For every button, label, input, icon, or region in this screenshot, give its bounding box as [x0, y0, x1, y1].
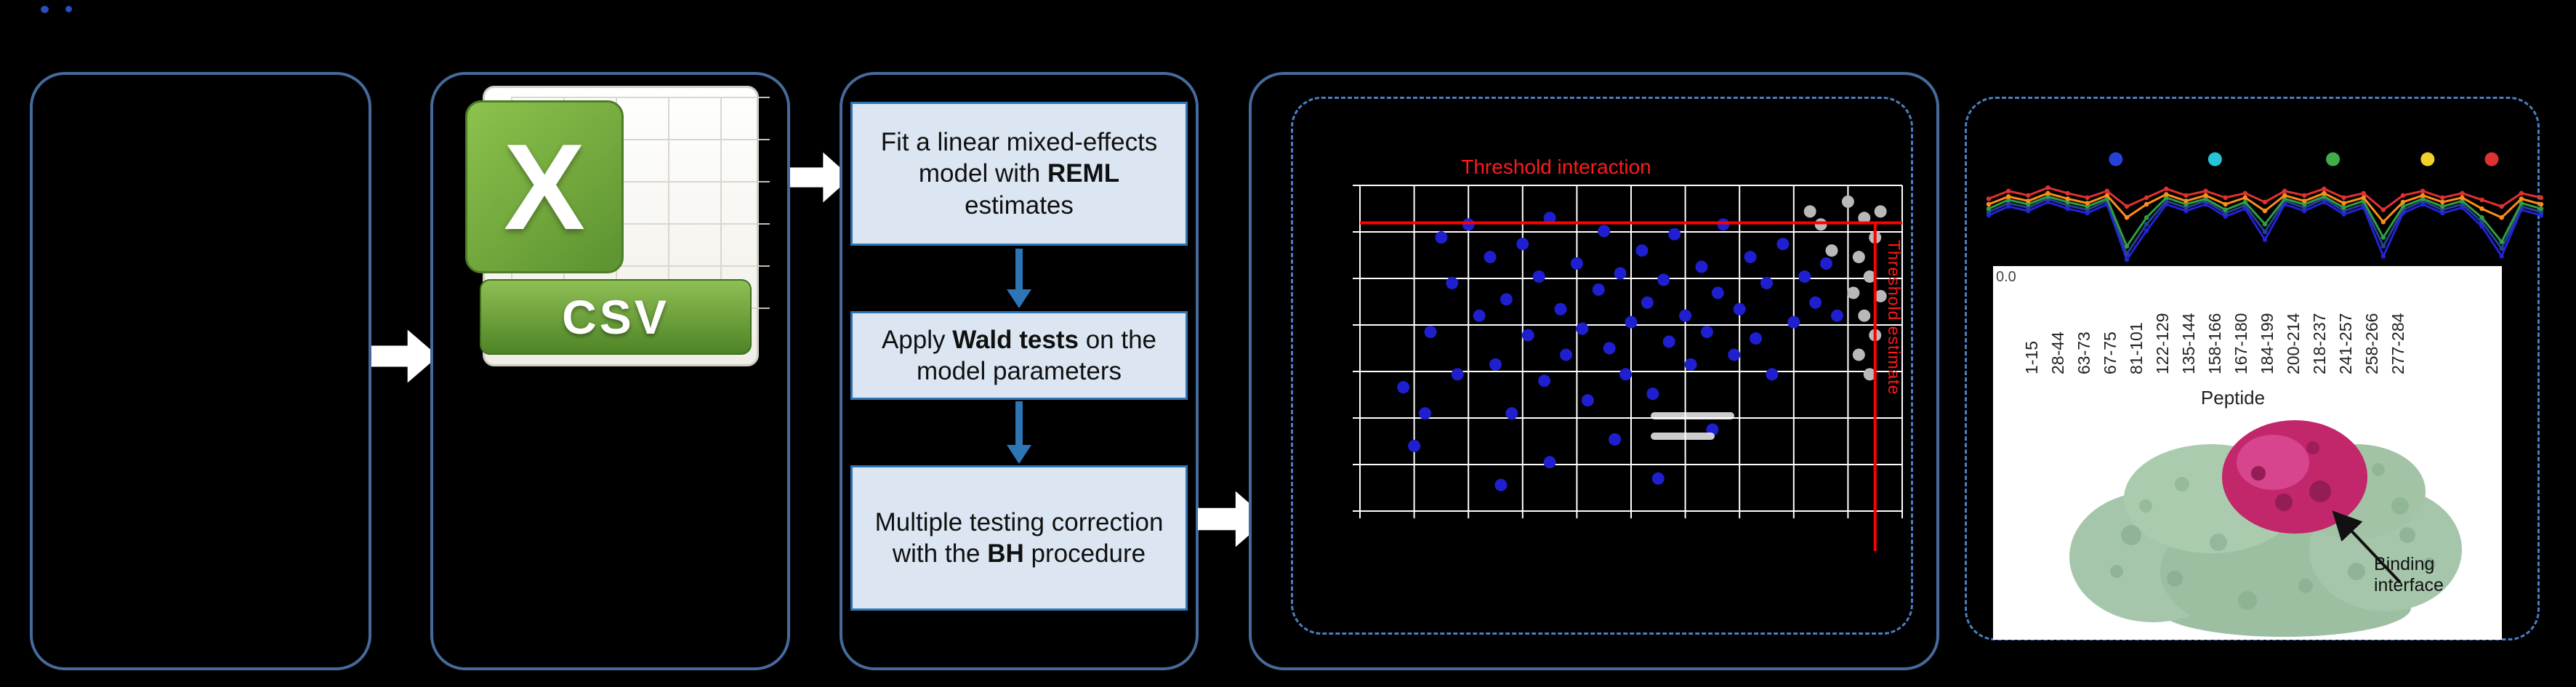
down-arrow-2-icon	[1007, 445, 1031, 464]
threshold-estimate-label: Threshold estimate	[1885, 240, 1904, 395]
step-bh-box: Multiple testing correction with the BH …	[850, 465, 1188, 611]
down-arrow-1-shaft	[1015, 249, 1023, 291]
step-bh-text: Multiple testing correction with the BH …	[875, 507, 1164, 570]
step-bh-bold: BH	[987, 539, 1024, 568]
peptide-tick-label: 200-214	[2284, 313, 2303, 374]
peptide-tick-label: 63-73	[2074, 332, 2093, 374]
peptide-tick-label: 81-101	[2127, 322, 2146, 374]
binding-arrow-icon	[2332, 510, 2402, 584]
peptide-tick-label: 218-237	[2310, 313, 2329, 374]
stray-mark	[41, 6, 49, 13]
step-bh-post: procedure	[1023, 539, 1146, 568]
y-axis-tick-label: 0.0	[1996, 269, 2016, 285]
step-reml-box: Fit a linear mixed-effects model with RE…	[850, 102, 1188, 246]
down-arrow-2-shaft	[1015, 401, 1023, 446]
step-wald-bold: Wald tests	[952, 325, 1079, 354]
step-reml-post: estimates	[965, 190, 1074, 220]
step-wald-pre: Apply	[881, 325, 953, 354]
step-reml-pre: Fit a linear mixed-effects model with	[880, 127, 1158, 188]
down-arrow-1-icon	[1007, 289, 1031, 308]
step-wald-box: Apply Wald tests on the model parameters	[850, 311, 1188, 400]
step-reml-bold: REML	[1047, 159, 1120, 188]
peptide-tick-label: 158-166	[2205, 313, 2224, 374]
peptide-tick-label: 67-75	[2101, 332, 2120, 374]
csv-ribbon-label: CSV	[562, 290, 669, 344]
binding-interface-label: Binding interface	[2374, 554, 2444, 595]
step-reml-text: Fit a linear mixed-effects model with RE…	[864, 126, 1174, 221]
peptide-tick-label: 1-15	[2022, 340, 2041, 374]
volcano-dashed-box	[1291, 97, 1913, 635]
peptide-tick-label: 277-284	[2388, 313, 2407, 374]
csv-ribbon: CSV	[480, 279, 752, 355]
threshold-scatter-plot	[1353, 185, 1903, 551]
flow-arrow-1-icon	[371, 329, 438, 383]
scatter-title: Threshold interaction	[1461, 156, 1651, 178]
step-bh-pre: Multiple testing correction with the	[874, 507, 1164, 568]
peptide-axis-label: Peptide	[2200, 387, 2266, 409]
peptide-tick-label: 258-266	[2362, 313, 2381, 374]
protein-structure-image	[2069, 420, 2462, 637]
peptide-profile-chart	[1986, 152, 2544, 262]
peptide-figure: 0.0 1-15 28-44 63-73 67-75 81-101 122-129 135-…	[1993, 266, 2502, 640]
peptide-tick-label: 184-199	[2258, 313, 2277, 374]
peptide-tick-label: 122-129	[2153, 313, 2172, 374]
excel-x-letter: X	[503, 118, 586, 255]
peptide-tick-label: 241-257	[2336, 313, 2355, 374]
step-wald-text: Apply Wald tests on the model parameters	[864, 324, 1174, 387]
input-panel	[30, 72, 371, 670]
step-wald-post: on the model parameters	[916, 325, 1157, 385]
peptide-tick-label: 135-144	[2179, 313, 2198, 374]
excel-x-logo: X	[465, 100, 624, 273]
peptide-tick-label: 28-44	[2048, 332, 2067, 374]
csv-file-icon: X CSV	[465, 84, 770, 375]
peptide-tick-label: 167-180	[2231, 313, 2250, 374]
stray-mark	[65, 6, 72, 12]
